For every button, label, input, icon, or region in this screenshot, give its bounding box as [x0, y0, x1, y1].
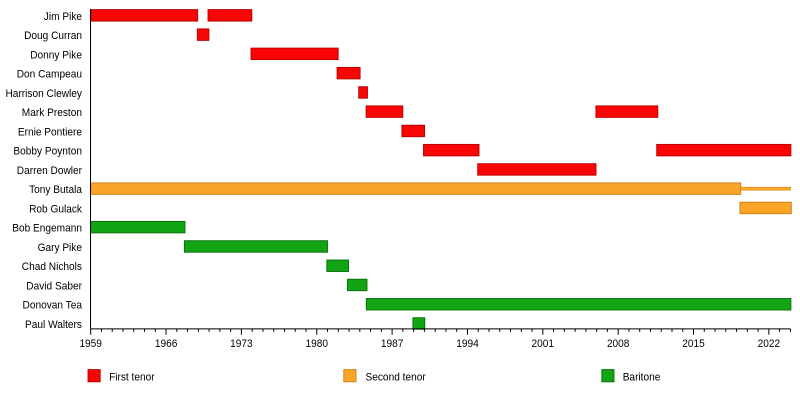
svg-text:David Saber: David Saber: [26, 281, 82, 293]
svg-text:1980: 1980: [306, 338, 329, 350]
svg-text:Chad Nichols: Chad Nichols: [22, 261, 83, 273]
svg-text:Doug Curran: Doug Curran: [24, 30, 82, 42]
svg-text:Rob Gulack: Rob Gulack: [29, 203, 82, 215]
svg-text:Donovan Tea: Donovan Tea: [23, 300, 83, 312]
svg-text:2022: 2022: [758, 338, 781, 350]
svg-text:Tony Butala: Tony Butala: [29, 184, 83, 196]
svg-text:Donny Pike: Donny Pike: [30, 49, 82, 61]
svg-text:2008: 2008: [607, 338, 630, 350]
svg-text:1959: 1959: [79, 338, 102, 350]
svg-text:Harrison Clewley: Harrison Clewley: [6, 88, 83, 100]
svg-text:1987: 1987: [381, 338, 404, 350]
svg-text:Darren Dowler: Darren Dowler: [17, 165, 82, 177]
svg-text:First tenor: First tenor: [109, 372, 155, 384]
svg-text:Second tenor: Second tenor: [366, 372, 427, 384]
svg-text:Bobby Poynton: Bobby Poynton: [13, 146, 82, 158]
svg-text:Paul Walters: Paul Walters: [25, 319, 82, 331]
svg-text:Jim Pike: Jim Pike: [44, 11, 82, 23]
svg-text:Bob Engemann: Bob Engemann: [12, 223, 82, 235]
svg-text:Gary Pike: Gary Pike: [38, 242, 82, 254]
svg-text:Ernie Pontiere: Ernie Pontiere: [18, 126, 82, 138]
svg-text:1994: 1994: [456, 338, 479, 350]
svg-text:Mark Preston: Mark Preston: [22, 107, 82, 119]
svg-text:2001: 2001: [532, 338, 555, 350]
svg-text:1966: 1966: [155, 338, 178, 350]
svg-text:2015: 2015: [682, 338, 705, 350]
svg-text:Don Campeau: Don Campeau: [17, 69, 82, 81]
svg-text:1973: 1973: [230, 338, 253, 350]
svg-text:Baritone: Baritone: [623, 372, 661, 384]
